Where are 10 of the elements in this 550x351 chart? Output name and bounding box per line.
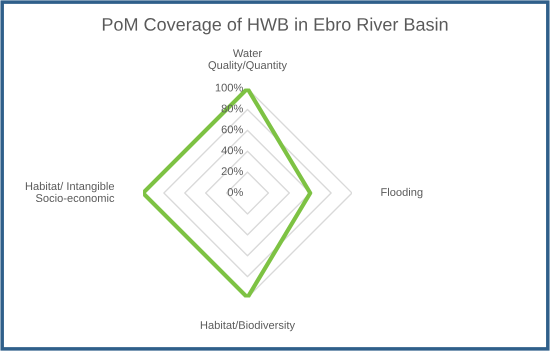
y-tick-label: 0% xyxy=(228,188,243,196)
chart-title: PoM Coverage of HWB in Ebro River Basin xyxy=(102,18,448,34)
spoke-label: Flooding xyxy=(381,188,422,198)
y-tick-label: 100% xyxy=(216,84,243,92)
spoke-label: Habitat/ Intangible Socio-economic xyxy=(26,182,114,202)
y-tick-label: 40% xyxy=(221,146,243,154)
y-tick-label: 20% xyxy=(222,167,243,176)
spoke-label: Water Quality/Quantity xyxy=(208,49,288,72)
y-tick-label: 60% xyxy=(222,125,243,134)
spoke-label: Habitat/Biodiversity xyxy=(200,320,296,332)
